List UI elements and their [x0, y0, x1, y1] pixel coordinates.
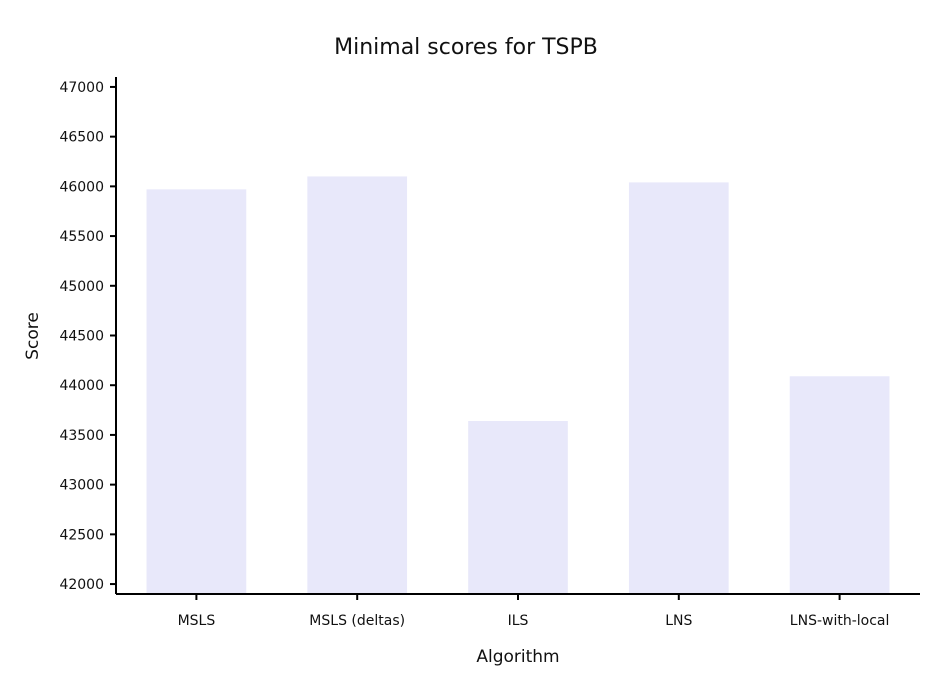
bar-lns-with-local	[789, 376, 890, 594]
bar-lns	[628, 182, 729, 594]
chart-title: Minimal scores for TSPB	[334, 35, 598, 60]
y-tick-label: 42500	[59, 527, 104, 543]
x-tick-label: LNS-with-local	[790, 613, 890, 629]
y-tick-label: 47000	[59, 80, 104, 96]
x-tick-label: MSLS	[178, 613, 216, 629]
bars-layer	[146, 176, 890, 595]
x-tick-label: MSLS (deltas)	[309, 613, 405, 629]
y-tick-label: 45500	[59, 229, 104, 245]
bar-msls-deltas	[307, 176, 408, 595]
x-ticks-layer: MSLS MSLS (deltas) ILS LNS LNS-with-local	[178, 594, 890, 629]
y-ticks-layer: 42000 42500 43000 43500 44000 44500 45000 45500…	[59, 80, 116, 593]
y-tick-label: 43000	[59, 478, 104, 494]
y-tick-label: 44000	[59, 378, 104, 394]
y-tick-label: 46000	[59, 179, 104, 195]
bar-msls	[146, 189, 247, 594]
y-tick-label: 44500	[59, 329, 104, 345]
x-axis-label: Algorithm	[476, 647, 559, 667]
x-tick-label: LNS	[665, 613, 692, 629]
y-tick-label: 43500	[59, 428, 104, 444]
y-tick-label: 42000	[59, 577, 104, 593]
x-tick-label: ILS	[508, 613, 529, 629]
y-axis-label: Score	[23, 312, 43, 360]
y-tick-label: 46500	[59, 130, 104, 146]
bar-ils	[468, 421, 568, 594]
y-tick-label: 45000	[59, 279, 104, 295]
